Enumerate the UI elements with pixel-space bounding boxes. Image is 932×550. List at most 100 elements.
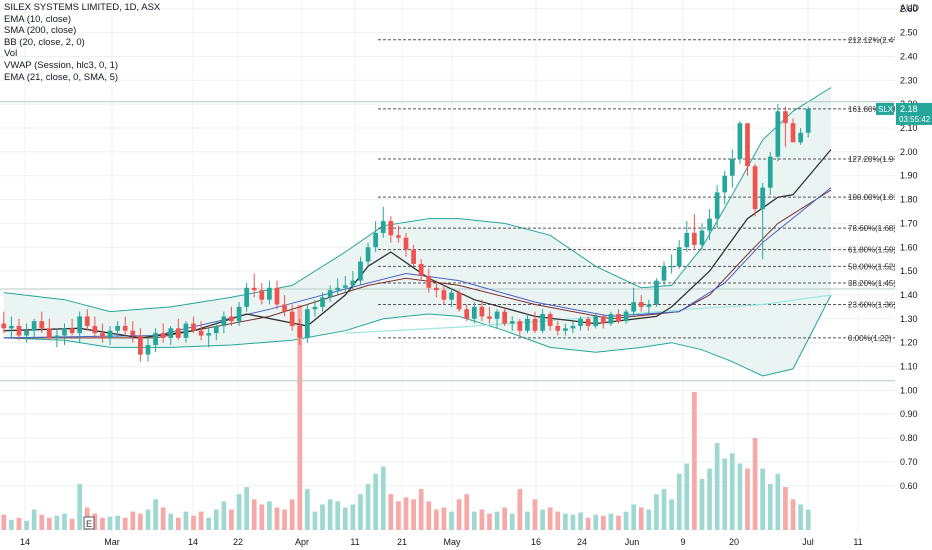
candle-body-52 [396,235,401,238]
earnings-marker[interactable]: E [83,516,95,530]
volume-bar-51 [388,494,394,530]
fib-label-2: 38.20%(1.45) [848,279,896,288]
candle-body-102 [775,111,781,157]
time-tick-10: Jun [625,537,640,547]
volume-bar-105 [798,504,803,530]
time-tick-6: 21 [397,537,407,547]
candle-body-96 [729,159,735,176]
volume-bar-103 [783,487,788,530]
volume-bar-48 [365,483,371,530]
candle-body-18 [138,335,143,355]
volume-bar-83 [631,504,637,530]
volume-bar-45 [342,507,348,530]
candle-body-44 [335,287,341,291]
candle-body-57 [434,287,439,291]
candle-body-21 [160,333,166,338]
legend-indicator-vol[interactable]: Vol [4,48,18,60]
price-tick-7: 1.30 [900,314,918,324]
volume-bar-6 [46,517,52,530]
ema21-line [3,189,832,339]
volume-bar-73 [555,511,561,530]
volume-bar-81 [616,515,621,530]
legend-indicator-vwap[interactable]: VWAP (Session, hlc3, 0, 1) [4,59,119,71]
volume-bar-91 [692,391,697,530]
volume-bar-65 [494,511,500,530]
candle-body-10 [77,316,83,334]
volume-bar-62 [471,511,477,530]
legend-indicator-ema21[interactable]: EMA (21, close, 0, SMA, 5) [4,71,119,83]
candle-body-79 [600,316,606,324]
volume-bar-8 [62,513,67,530]
legend-indicator-sma200[interactable]: SMA (200, close) [4,25,77,37]
fib-label-5: 78.60%(1.68) [848,224,896,233]
candle-body-23 [175,328,181,338]
candle-body-30 [229,316,234,322]
candle-body-84 [638,302,644,307]
volume-bar-71 [540,509,545,530]
candle-body-72 [547,314,553,326]
volume-bar-92 [699,478,705,530]
sma200-line [345,294,832,334]
volume-bar-16 [122,517,128,530]
volume-bar-23 [175,517,181,530]
candle-body-101 [767,156,773,188]
candle-body-20 [153,333,158,346]
time-axis[interactable]: 14 Mar 14 22 Apr 11 21 May 16 24 Jun 9 20 Jul 11 [0,533,895,550]
candle-body-29 [221,316,227,326]
candle-body-81 [616,314,621,322]
volume-bar-24 [183,511,189,530]
candle-body-88 [669,266,674,268]
candle-body-40 [304,309,310,338]
volume-bar-58 [441,507,447,530]
bb-fill [3,87,832,376]
time-tick-8: 16 [531,537,541,547]
fib-label-8: 161.80%(2.18) [848,105,901,114]
volume-bar-50 [380,466,386,530]
last-price: 2.18 [900,104,918,114]
volume-bar-18 [138,513,143,530]
candle-body-45 [342,285,348,288]
candle-body-89 [676,247,682,267]
volume-bar-7 [54,515,60,530]
candle-body-60 [456,292,462,310]
candle-body-41 [312,306,318,310]
legend-title[interactable]: SILEX SYSTEMS LIMITED, 1D, ASX [4,2,161,13]
price-axis[interactable]: 0.60 0.70 0.80 0.90 1.00 1.10 1.20 1.30 1.40 1.50… [895,0,932,550]
volume-bar-90 [684,463,690,530]
time-tick-1: Mar [104,537,120,547]
volume-bar-67 [509,513,515,530]
candle-body-77 [585,318,591,326]
time-tick-0: 14 [20,537,30,547]
volume-bar-74 [563,513,568,530]
candle-body-67 [509,321,515,324]
volume-bar-100 [760,468,766,530]
volume-bar-68 [517,489,523,530]
volume-bar-55 [418,489,424,530]
time-tick-12: 20 [729,537,739,547]
time-tick-4: Apr [295,537,309,547]
price-tick-12: 1.80 [900,195,918,205]
legend-indicator-bb[interactable]: BB (20, close, 2, 0) [4,36,85,48]
candle-body-70 [532,318,538,331]
candle-body-11 [84,316,90,326]
candle-body-46 [350,280,356,286]
volume-bar-32 [244,487,249,530]
chart-legend[interactable]: SILEX SYSTEMS LIMITED, 1D, ASX EMA (10, … [4,2,160,83]
price-tick-22: AUD [900,3,920,13]
vwap-line [3,187,832,339]
volume-bar-72 [547,507,553,530]
volume-bar-17 [130,511,136,530]
volume-bar-0 [1,514,7,530]
candle-body-93 [707,218,712,231]
volume-bar-43 [327,499,333,530]
volume-bar-44 [335,501,341,530]
candle-body-37 [282,304,287,312]
candle-body-12 [92,325,98,334]
legend-indicator-ema10[interactable]: EMA (10, close) [4,13,72,25]
candle-body-78 [593,316,599,326]
volume-bar-27 [206,517,212,530]
candle-body-59 [449,292,454,300]
price-tick-9: 1.50 [900,266,918,276]
volume-bar-80 [608,513,614,530]
